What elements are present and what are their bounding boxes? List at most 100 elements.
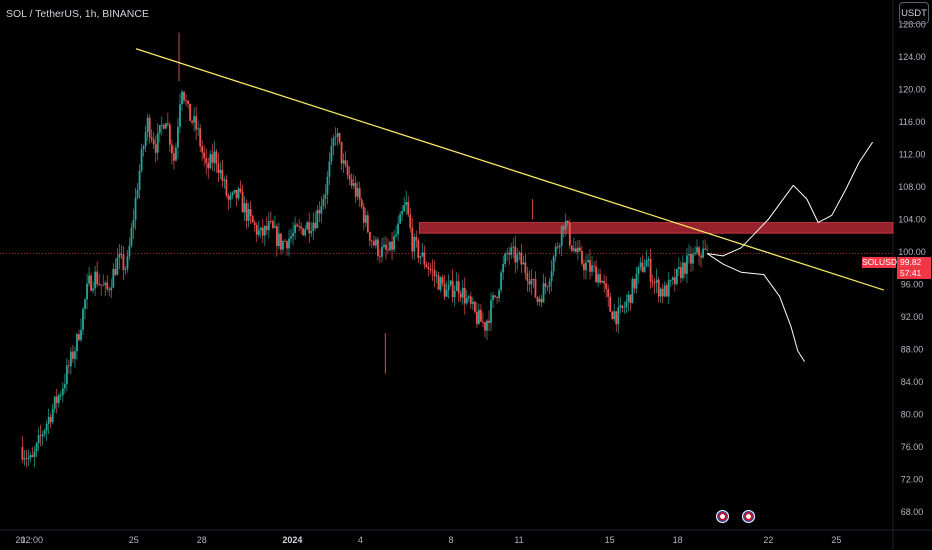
candle-body — [175, 147, 177, 161]
candle-body — [158, 125, 161, 134]
candle-body — [377, 239, 379, 256]
symbol-title[interactable]: SOL / TetherUS, 1h, BINANCE — [6, 8, 149, 20]
candle-body — [510, 247, 513, 255]
y-tick-label: 100.00 — [898, 247, 926, 257]
candle-body — [120, 253, 123, 255]
candle-body — [162, 124, 165, 129]
candle-body — [342, 160, 345, 164]
candle-body — [292, 232, 294, 237]
candle-body — [469, 296, 472, 304]
candle-body — [667, 280, 670, 297]
candle-body — [411, 227, 414, 252]
candle-body — [156, 133, 159, 153]
candle-body — [601, 281, 604, 283]
candle-body — [134, 197, 137, 220]
candle-body — [522, 262, 525, 265]
candle-body — [419, 256, 422, 258]
y-tick-label: 68.00 — [901, 507, 924, 517]
candle-body — [496, 296, 498, 298]
candle-body — [231, 192, 234, 196]
candle-body — [78, 334, 80, 340]
candle-body — [84, 299, 86, 309]
candle-body — [364, 215, 367, 223]
candle-body — [189, 103, 191, 121]
x-tick-label: 18 — [673, 535, 683, 545]
symbol-price-badge: SOLUSDT — [862, 257, 903, 268]
candle-body — [633, 278, 636, 289]
candle-body — [211, 154, 214, 163]
candle-body — [241, 191, 244, 213]
candle-body — [494, 295, 496, 297]
candle-body — [245, 203, 248, 221]
candle-body — [29, 455, 32, 458]
candle-body — [619, 305, 622, 308]
candle-body — [587, 260, 589, 263]
y-tick-label: 120.00 — [898, 84, 926, 94]
candle-body — [572, 248, 575, 251]
candle-body — [76, 334, 78, 352]
y-tick-label: 124.00 — [898, 52, 926, 62]
candle-body — [142, 146, 145, 150]
candle-body — [704, 248, 707, 250]
candle-body — [401, 211, 404, 215]
candle-body — [702, 248, 705, 258]
candle-body — [334, 136, 337, 139]
candle-body — [346, 165, 349, 175]
candle-body — [595, 266, 597, 283]
candle-body — [471, 301, 474, 304]
candle-body — [546, 286, 549, 288]
candle-body — [257, 230, 260, 235]
candle-body — [249, 209, 252, 216]
candle-body — [473, 301, 476, 312]
candle-body — [558, 245, 561, 248]
candle-body — [409, 214, 412, 228]
candle-body — [439, 277, 442, 290]
candle-body — [415, 236, 418, 241]
candle-body — [581, 250, 583, 264]
candle-body — [251, 215, 254, 223]
candle-body — [191, 120, 193, 123]
candle-body — [593, 265, 595, 267]
candle-body — [150, 137, 153, 140]
candle-body — [243, 203, 246, 213]
candle-body — [271, 221, 274, 228]
candle-body — [570, 245, 573, 251]
candle-body — [649, 259, 652, 282]
candle-body — [542, 283, 545, 303]
candle-body — [659, 288, 662, 297]
candle-body — [677, 267, 680, 269]
candle-body — [55, 396, 58, 403]
candle-body — [500, 272, 503, 291]
x-tick-label: 4 — [358, 535, 363, 545]
candle-body — [207, 163, 210, 169]
candle-body — [609, 296, 612, 312]
candle-body — [538, 298, 541, 302]
candle-body — [488, 320, 490, 323]
candle-body — [320, 206, 323, 214]
candle-body — [387, 249, 389, 251]
candle-body — [461, 287, 464, 298]
candle-body — [550, 271, 553, 282]
candle-body — [23, 458, 26, 460]
candle-body — [597, 274, 599, 283]
us-flag-event-icon[interactable] — [716, 510, 729, 523]
candle-body — [437, 275, 440, 290]
y-tick-label: 76.00 — [901, 442, 924, 452]
candle-body — [352, 183, 355, 186]
candle-body — [635, 274, 638, 289]
candle-body — [199, 128, 202, 147]
candle-body — [177, 126, 179, 148]
candle-body — [385, 244, 387, 250]
candle-body — [362, 206, 365, 223]
candle-body — [27, 457, 30, 459]
currency-button[interactable]: USDT — [899, 2, 929, 24]
x-tick-label: 8 — [449, 535, 454, 545]
x-tick-label: 22 — [763, 535, 773, 545]
x-tick-label: 11 — [514, 535, 523, 545]
candle-body — [379, 255, 381, 257]
candle-body — [389, 241, 391, 251]
candle-body — [314, 222, 317, 229]
us-flag-event-icon[interactable] — [742, 510, 755, 523]
candle-body — [657, 279, 660, 297]
